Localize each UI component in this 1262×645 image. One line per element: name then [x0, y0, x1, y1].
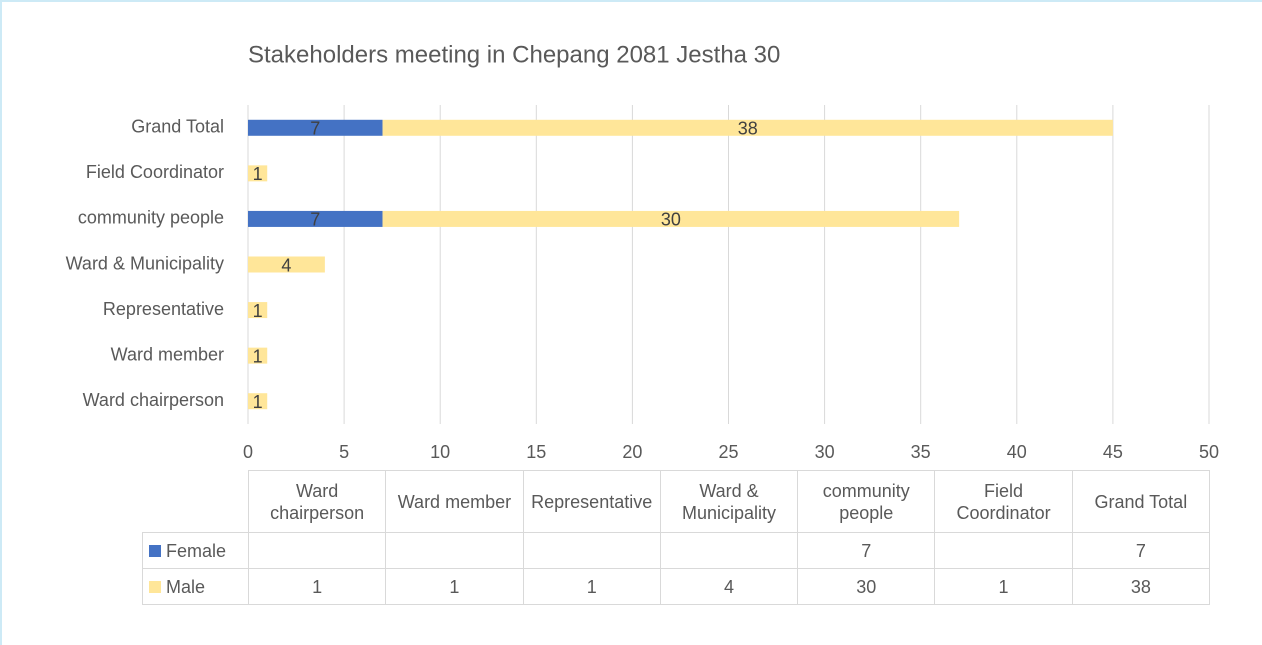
table-header: community people [797, 470, 936, 533]
bar [248, 393, 268, 410]
legend-entry: Male [142, 568, 249, 605]
data-label: 30 [661, 210, 681, 230]
bar [248, 256, 325, 273]
table-header: Grand Total [1071, 470, 1210, 533]
y-tick-label: Ward chairperson [83, 390, 224, 410]
data-label: 7 [310, 210, 320, 230]
data-label: 1 [253, 346, 263, 366]
x-tick-label: 50 [1199, 442, 1219, 462]
table-cell: 4 [659, 568, 799, 605]
table-cell [522, 532, 661, 569]
x-tick-label: 20 [622, 442, 642, 462]
x-tick-label: 5 [339, 442, 349, 462]
y-tick-label: Ward & Municipality [66, 253, 224, 273]
bar [248, 165, 268, 182]
x-tick-label: 40 [1007, 442, 1027, 462]
table-cell [385, 532, 524, 569]
bar [248, 347, 268, 364]
x-tick-label: 30 [815, 442, 835, 462]
data-label: 4 [281, 255, 291, 275]
y-tick-label: Ward member [111, 344, 224, 364]
data-label: 38 [738, 119, 758, 139]
y-tick-label: Grand Total [131, 117, 224, 137]
data-label: 7 [310, 119, 320, 139]
table-cell: 7 [1071, 532, 1210, 569]
table-header: Field Coordinator [934, 470, 1073, 533]
table-cell: 7 [797, 532, 936, 569]
y-tick-label: community people [78, 208, 224, 228]
bar [248, 210, 383, 227]
bar [382, 210, 960, 227]
chart-title: Stakeholders meeting in Chepang 2081 Jes… [248, 41, 780, 68]
table-cell: 1 [934, 568, 1073, 605]
table-cell [248, 532, 387, 569]
x-tick-label: 35 [911, 442, 931, 462]
table-cell [659, 532, 799, 569]
table-cell: 38 [1071, 568, 1210, 605]
table-header: Representative [522, 470, 661, 533]
bar [248, 302, 268, 319]
legend-swatch [149, 580, 161, 593]
data-label: 1 [253, 164, 263, 184]
legend-entry: Female [142, 532, 249, 569]
legend-swatch [149, 544, 161, 557]
legend-label: Male [166, 576, 206, 597]
table-cell: 30 [797, 568, 936, 605]
table-header: Ward member [385, 470, 524, 533]
table-cell [934, 532, 1073, 569]
table-cell: 1 [385, 568, 524, 605]
data-label: 1 [253, 392, 263, 412]
table-header: Ward chairperson [248, 470, 387, 533]
y-tick-label: Field Coordinator [86, 162, 224, 182]
y-tick-label: Representative [103, 299, 224, 319]
table-header: Ward & Municipality [659, 470, 799, 533]
table-cell: 1 [248, 568, 387, 605]
x-tick-label: 25 [718, 442, 738, 462]
x-tick-label: 15 [526, 442, 546, 462]
table-cell: 1 [522, 568, 661, 605]
data-label: 1 [253, 301, 263, 321]
x-tick-label: 0 [243, 442, 253, 462]
bar [382, 119, 1113, 136]
legend-label: Female [166, 540, 227, 561]
x-tick-label: 45 [1103, 442, 1123, 462]
bar [248, 119, 383, 136]
x-tick-label: 10 [430, 442, 450, 462]
